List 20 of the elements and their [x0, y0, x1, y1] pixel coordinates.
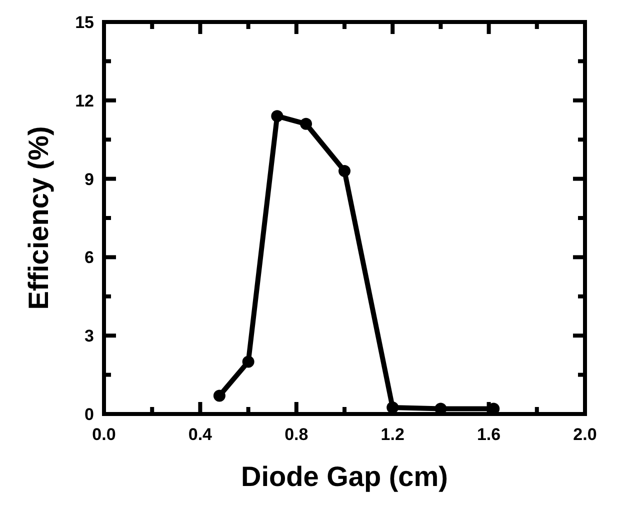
x-tick-label: 2.0 [573, 425, 597, 444]
point [386, 401, 399, 414]
point [338, 164, 350, 177]
x-tick-label: 0.4 [188, 425, 213, 444]
y-tick-label: 3 [84, 326, 94, 346]
point [213, 390, 226, 402]
y-axis-title: Efficiency (%) [23, 126, 54, 310]
point [300, 118, 312, 130]
y-tick-label: 15 [75, 13, 94, 32]
y-tick-label: 9 [84, 170, 94, 189]
point [271, 110, 284, 122]
point [242, 356, 254, 368]
y-tick-label: 6 [84, 248, 94, 268]
x-tick-label: 1.6 [476, 425, 501, 444]
x-axis-title: Diode Gap (cm) [241, 461, 448, 492]
x-tick-label: 0.0 [92, 425, 116, 444]
x-tick-label: 0.8 [284, 425, 308, 444]
x-tick-label: 1.2 [380, 425, 404, 444]
y-tick-label: 0 [84, 405, 94, 424]
y-tick-label: 12 [75, 91, 94, 110]
